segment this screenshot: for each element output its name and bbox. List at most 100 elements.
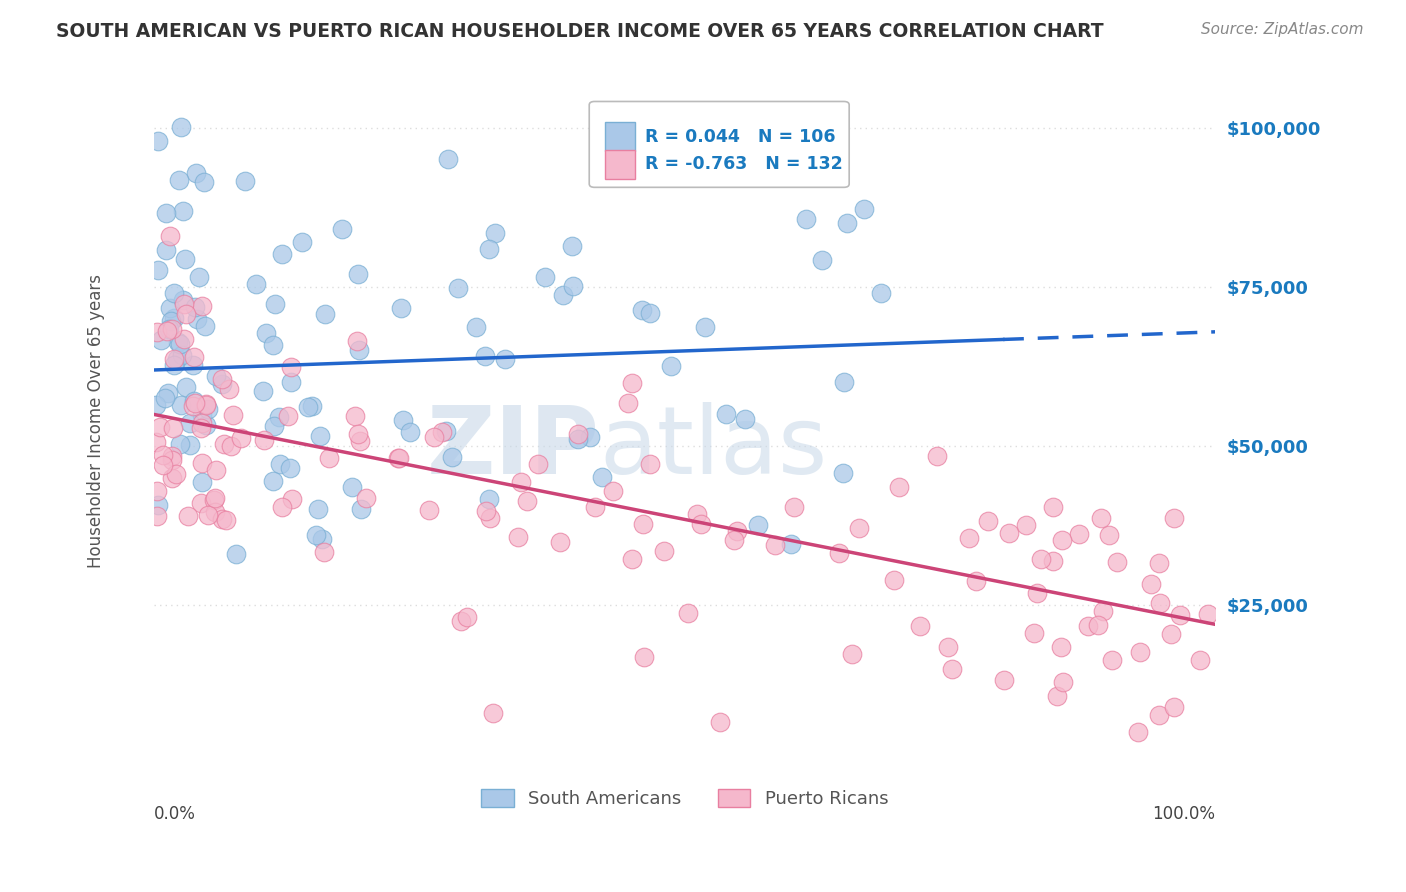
Point	[309, 429, 332, 443]
Point	[204, 505, 226, 519]
Point	[356, 491, 378, 505]
Point	[184, 166, 207, 180]
Point	[841, 647, 863, 661]
Point	[1042, 500, 1064, 515]
Point	[146, 509, 169, 524]
Point	[280, 492, 302, 507]
Point	[146, 498, 169, 512]
Point	[578, 430, 600, 444]
Point	[172, 204, 194, 219]
Point	[399, 425, 422, 440]
Point	[583, 500, 606, 514]
Point	[977, 514, 1000, 528]
Point	[516, 494, 538, 508]
Point	[814, 117, 837, 131]
Point	[264, 296, 287, 310]
Point	[163, 310, 186, 325]
Point	[465, 320, 488, 334]
Point	[194, 319, 217, 334]
Point	[346, 267, 368, 281]
Point	[204, 463, 226, 477]
Point	[253, 433, 276, 447]
Point	[1107, 555, 1129, 569]
Point	[204, 368, 226, 383]
Point	[837, 216, 859, 230]
Point	[910, 619, 932, 633]
Point	[307, 501, 329, 516]
Point	[169, 337, 191, 351]
Point	[1087, 618, 1109, 632]
Point	[191, 475, 214, 490]
Point	[936, 640, 959, 655]
Point	[312, 545, 335, 559]
Point	[441, 450, 464, 464]
Point	[602, 483, 624, 498]
Point	[1042, 554, 1064, 568]
Legend: South Americans, Puerto Ricans: South Americans, Puerto Ricans	[472, 780, 897, 817]
FancyBboxPatch shape	[589, 102, 849, 187]
Point	[1163, 700, 1185, 714]
Point	[191, 456, 214, 470]
Point	[280, 359, 302, 374]
Point	[269, 457, 291, 471]
Point	[179, 438, 201, 452]
Point	[527, 457, 550, 471]
Point	[1168, 607, 1191, 622]
Point	[927, 449, 949, 463]
Point	[709, 715, 731, 730]
Point	[690, 516, 713, 531]
Point	[193, 175, 215, 189]
Point	[1050, 640, 1073, 654]
Point	[184, 396, 207, 410]
Point	[391, 413, 413, 427]
Point	[482, 706, 505, 721]
Point	[165, 467, 187, 481]
Point	[621, 376, 644, 390]
Point	[1101, 653, 1123, 667]
Point	[170, 120, 193, 135]
Point	[297, 400, 319, 414]
Point	[159, 301, 181, 316]
Point	[152, 448, 174, 462]
Point	[676, 606, 699, 620]
Point	[796, 212, 818, 227]
Point	[723, 533, 745, 548]
Point	[271, 247, 294, 261]
Point	[181, 358, 204, 372]
Point	[1052, 675, 1074, 690]
Point	[418, 503, 440, 517]
Point	[191, 408, 214, 422]
Point	[638, 457, 661, 471]
Point	[1147, 708, 1170, 723]
Point	[423, 429, 446, 443]
Point	[437, 152, 460, 166]
Point	[233, 174, 256, 188]
Point	[169, 436, 191, 450]
Point	[305, 528, 328, 542]
Point	[479, 511, 502, 525]
Point	[190, 417, 212, 431]
Point	[510, 475, 533, 490]
Point	[160, 314, 183, 328]
Point	[318, 450, 340, 465]
Point	[478, 242, 501, 256]
Point	[734, 412, 756, 426]
Point	[225, 547, 247, 561]
Text: R = 0.044   N = 106: R = 0.044 N = 106	[645, 128, 837, 145]
Point	[763, 538, 786, 552]
Point	[280, 460, 302, 475]
Point	[202, 493, 225, 508]
Point	[1026, 586, 1049, 600]
Point	[215, 513, 238, 527]
Point	[204, 491, 226, 505]
Point	[779, 537, 801, 551]
Point	[195, 397, 218, 411]
Point	[245, 277, 267, 291]
Point	[170, 399, 193, 413]
Point	[652, 544, 675, 558]
Point	[291, 235, 314, 249]
Point	[160, 452, 183, 467]
Point	[340, 480, 363, 494]
Point	[828, 546, 851, 560]
Point	[346, 334, 368, 348]
